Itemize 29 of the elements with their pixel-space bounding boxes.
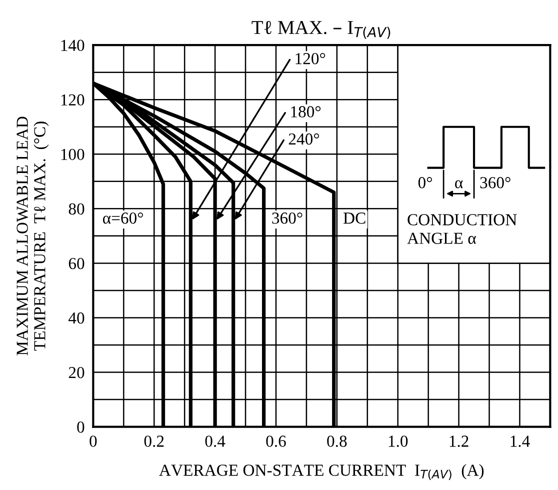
x-tick-label: 0.8: [327, 436, 347, 447]
annotation: 0°: [418, 177, 432, 188]
x-tick-label: 0.4: [205, 436, 226, 447]
x-tick-label: 0: [90, 436, 97, 447]
x-tick-label: 1.0: [388, 436, 408, 447]
x-axis-title: AVERAGE ON-STATE CURRENT I$_{T(AV)}$ (A): [159, 464, 484, 480]
x-tick-label: 0.6: [266, 436, 286, 447]
series-label: DC: [343, 212, 366, 224]
y-tick-label: 60: [68, 258, 84, 270]
x-tick-label: 0.2: [144, 436, 164, 447]
legend-label: 360°: [272, 212, 302, 224]
text: 120°: [296, 53, 326, 64]
y-tick-label: 100: [61, 148, 84, 160]
y-tick-label: 0: [77, 421, 84, 433]
annotation: 360°: [480, 177, 510, 188]
text: 240°: [288, 133, 320, 145]
y-axis-title: MAXIMUM ALLOWABLE LEAD TEMPERATURE Tℓ MAX. (°C): [16, 116, 49, 356]
y-tick-label: 120: [61, 94, 84, 106]
annotation: CONDUCTION ANGLE α: [407, 214, 517, 244]
chart-title: Tℓ MAX. – I$_{T(AV)}$: [252, 20, 390, 39]
y-tick-label: 140: [61, 40, 84, 52]
x-tick-label: 1.2: [450, 436, 468, 447]
y-tick-label: 20: [68, 366, 84, 378]
series-label: α=60°: [102, 212, 143, 224]
annotation: α: [455, 180, 463, 188]
text: 180°: [291, 106, 321, 118]
x-tick-label: 1.4: [510, 436, 530, 447]
y-tick-label: 40: [68, 312, 84, 324]
y-tick-label: 80: [68, 203, 84, 215]
